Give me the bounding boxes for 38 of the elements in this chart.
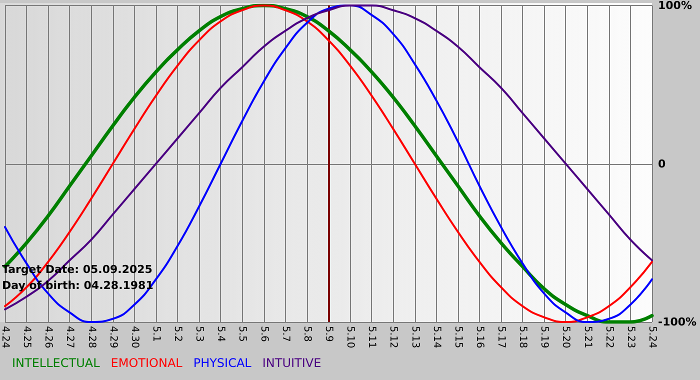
x-tick-label: 5.13 <box>409 326 420 348</box>
text: INTELLECTUAL <box>12 356 100 370</box>
x-tick-label: 5.3 <box>194 326 205 342</box>
x-tick-label: 5.6 <box>258 326 270 342</box>
y-tick-label: 100% <box>658 0 692 12</box>
x-tick-label: 5.18 <box>517 326 528 348</box>
x-tick-label: 5.21 <box>582 326 593 348</box>
x-tick-label: 4.24 <box>0 326 10 348</box>
x-tick-label: 5.4 <box>215 326 226 342</box>
x-tick-label: 5.14 <box>430 326 442 348</box>
x-tick-label: 4.25 <box>21 326 32 348</box>
x-tick-label: 5.23 <box>624 326 636 348</box>
x-tick-label: 5.15 <box>452 326 464 348</box>
x-tick-label: 4.26 <box>42 326 54 348</box>
x-tick-label: 5.9 <box>323 326 334 342</box>
x-tick-label: 5.2 <box>172 326 184 342</box>
x-tick-label: 5.19 <box>538 326 550 348</box>
x-tick-label: 5.17 <box>496 326 507 348</box>
x-tick-label: 5.22 <box>603 326 614 348</box>
y-tick-label: -100% <box>658 316 697 328</box>
x-tick-label: 4.28 <box>86 326 97 348</box>
text: PHYSICAL <box>193 356 252 370</box>
x-tick-label: 5.16 <box>474 326 485 348</box>
x-tick-label: 4.27 <box>64 326 76 348</box>
x-tick-label: 5.24 <box>646 326 658 348</box>
x-tick-label: 5.11 <box>366 326 378 348</box>
x-tick-label: 5.7 <box>280 326 291 342</box>
text: INTUITIVE <box>262 356 322 370</box>
x-tick-label: 5.12 <box>388 326 399 348</box>
x-tick-label: 4.29 <box>107 326 118 348</box>
x-tick-label: 5.8 <box>301 326 312 342</box>
y-tick-label: 0 <box>658 157 666 170</box>
x-tick-label: 5.10 <box>344 326 356 348</box>
x-tick-label: 5.1 <box>150 326 162 342</box>
x-tick-label: 4.30 <box>128 326 140 348</box>
x-tick-label: 5.20 <box>560 326 572 348</box>
x-tick-label: 5.5 <box>236 326 248 342</box>
text: EMOTIONAL <box>110 356 183 370</box>
